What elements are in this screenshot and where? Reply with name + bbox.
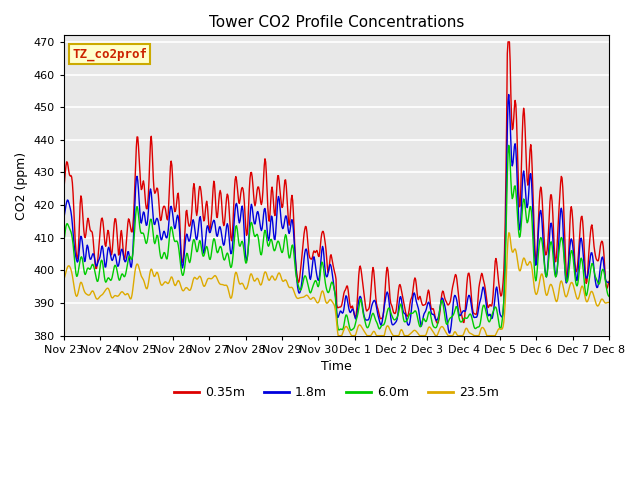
Y-axis label: CO2 (ppm): CO2 (ppm) [15, 151, 28, 219]
Title: Tower CO2 Profile Concentrations: Tower CO2 Profile Concentrations [209, 15, 464, 30]
X-axis label: Time: Time [321, 360, 352, 373]
Text: TZ_co2prof: TZ_co2prof [72, 48, 147, 60]
Legend: 0.35m, 1.8m, 6.0m, 23.5m: 0.35m, 1.8m, 6.0m, 23.5m [169, 382, 504, 405]
